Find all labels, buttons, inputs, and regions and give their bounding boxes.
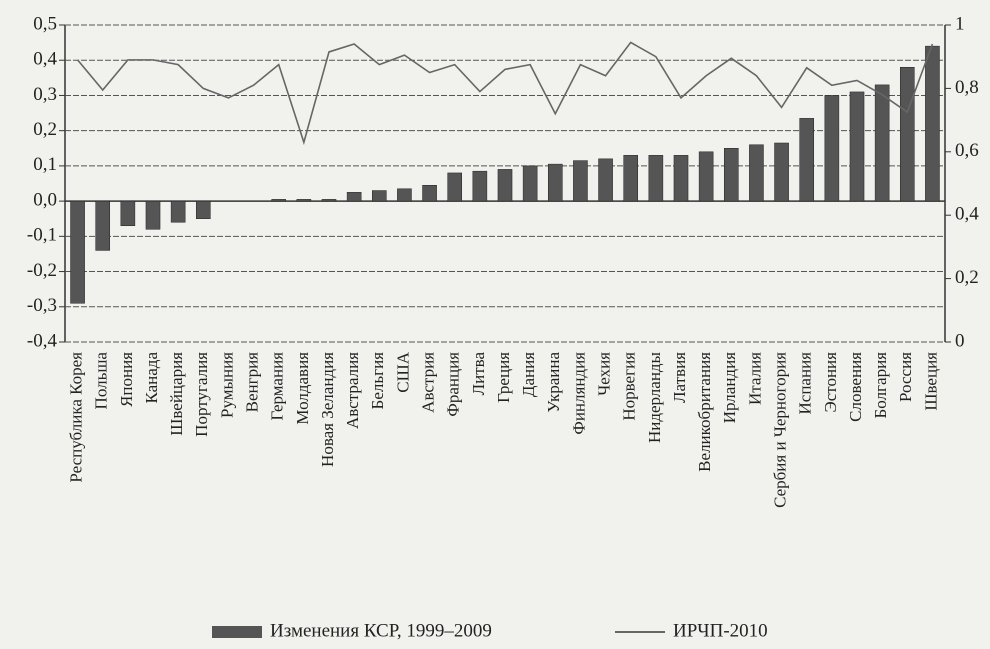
bar [723,148,739,202]
bar [271,199,287,202]
x-tick-label: Канада [142,352,161,404]
bar [874,84,890,202]
x-tick-label: Россия [896,352,915,402]
x-tick-label: Швейцария [167,352,186,436]
y-tick-label: 0,2 [33,119,57,140]
bar [573,160,588,202]
y2-tick-label: 0,2 [955,267,979,288]
bar [774,142,789,202]
y-tick-label: -0,1 [27,225,57,246]
x-tick-label: Австрия [418,352,437,413]
x-tick-label: Венгрия [242,352,261,413]
y-tick-label: -0,3 [27,295,57,316]
x-tick-label: Норвегия [620,352,639,421]
x-tick-label: Словения [846,352,865,422]
bar [799,118,815,202]
bar [522,165,538,202]
bar [120,200,136,227]
bar [648,155,664,202]
x-tick-label: Чехия [594,352,613,396]
bar [95,200,111,251]
y-tick-label: 0,1 [33,154,57,175]
x-tick-label: Ирландия [720,352,739,423]
x-tick-label: Литва [469,352,488,396]
y-tick-label: 0,4 [33,49,57,70]
bar [447,172,463,202]
bar [698,151,714,202]
x-tick-label: Бельгия [368,352,387,410]
x-tick-label: Франция [444,352,463,417]
legend-swatch [212,626,262,638]
bar [598,158,613,202]
bar [195,200,211,219]
x-tick-label: Молдавия [293,352,312,425]
line [76,41,934,146]
y2-tick-label: 0 [955,330,965,351]
bar [70,200,85,304]
bar [824,95,840,202]
legend-label: ИРЧП-2010 [673,620,768,641]
x-tick-label: Новая Зеландия [318,352,337,467]
bar [547,163,563,202]
bar [749,144,764,202]
x-tick-label: Румыния [217,352,236,418]
y2-tick-label: 0,6 [955,140,979,161]
x-tick-label: Греция [494,352,513,403]
x-tick-label: Финляндия [569,352,588,435]
x-tick-label: Эстония [821,352,840,413]
y2-tick-label: 0,4 [955,204,979,225]
x-tick-label: Испания [796,352,815,415]
y-tick-label: -0,4 [27,330,58,351]
bar [849,91,865,202]
bar [321,199,337,202]
bar [422,185,437,202]
bar [296,199,312,202]
y-tick-label: -0,2 [27,260,57,281]
bar [346,192,362,202]
x-tick-label: Великобритания [695,352,714,472]
x-tick-label: Республика Корея [66,352,85,483]
y-tick-label: 0,3 [33,84,57,105]
x-tick-label: Польша [92,352,111,410]
x-tick-label: Болгария [871,352,890,419]
x-tick-label: Япония [117,352,136,407]
bar [925,45,940,202]
y-tick-label: 0,0 [33,189,57,210]
bar [497,169,513,202]
y-tick-label: 0,5 [33,13,57,34]
y2-tick-label: 1 [955,13,965,34]
x-tick-label: Швеция [921,352,940,411]
bar [673,155,689,202]
legend-label: Изменения КСР, 1999–2009 [270,620,492,641]
x-tick-label: Германия [268,352,287,421]
x-tick-label: Португалия [192,352,211,437]
y2-tick-label: 0,8 [955,77,979,98]
x-tick-label: Италия [745,352,764,405]
bar [397,188,412,202]
bar [899,67,915,202]
x-tick-label: Нидерланды [645,351,664,443]
x-tick-label: Украина [544,352,563,413]
x-tick-label: Дания [519,352,538,397]
bar [371,190,387,202]
x-tick-label: Латвия [670,352,689,403]
bar [145,200,161,230]
bar [472,170,488,202]
x-tick-label: Сербия и Черногория [770,352,789,508]
bar [623,155,639,202]
bar [170,200,186,223]
x-tick-label: Австралия [343,352,362,429]
x-tick-label: США [393,351,412,392]
